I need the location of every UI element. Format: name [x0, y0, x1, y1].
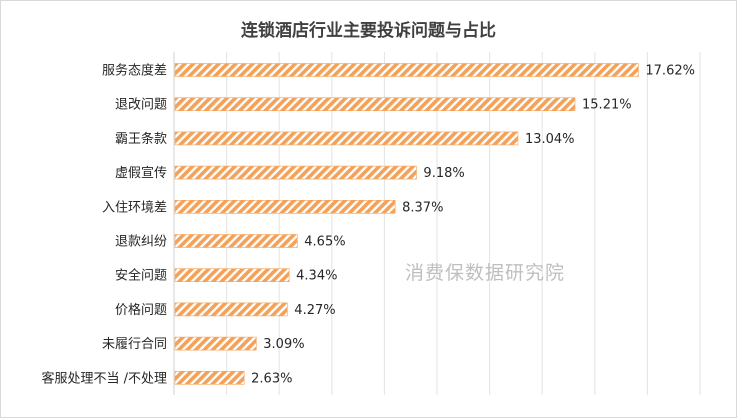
data-label: 2.63% [251, 371, 292, 386]
data-label: 9.18% [423, 166, 464, 181]
bar [174, 63, 639, 77]
category-label: 退改问题 [115, 98, 167, 113]
category-label: 未履行合同 [102, 337, 167, 352]
data-label: 4.65% [304, 235, 345, 250]
bar [174, 165, 417, 180]
data-label: 8.37% [402, 200, 443, 215]
bar [174, 234, 298, 248]
category-label: 退款纠纷 [115, 235, 167, 250]
category-label: 价格问题 [115, 302, 167, 318]
bar [174, 370, 245, 385]
bar [174, 131, 519, 146]
bar [174, 302, 288, 317]
chart-title: 连锁酒店行业主要投诉问题与占比 [241, 21, 496, 41]
bar [174, 200, 396, 214]
category-label: 霸王条款 [115, 131, 167, 147]
watermark-text: 消费保数据研究院 [405, 262, 566, 284]
labels: 服务态度差 17.62% 退改问题 15.21% 霸王条款 13.04% 虚假宣传 9.18%… [41, 63, 694, 387]
category-label: 服务态度差 [102, 63, 167, 79]
data-label: 17.62% [645, 64, 695, 79]
data-label: 4.27% [294, 303, 335, 318]
category-label: 入住环境差 [102, 200, 167, 215]
category-label: 安全问题 [115, 268, 167, 284]
category-label: 虚假宣传 [115, 165, 167, 181]
bars [174, 63, 639, 385]
data-label: 3.09% [263, 337, 304, 352]
category-label: 客服处理不当 /不处理 [41, 370, 167, 386]
bar [174, 336, 257, 351]
data-label: 13.04% [525, 132, 575, 147]
data-label: 4.34% [296, 269, 337, 284]
bar [174, 268, 290, 283]
data-label: 15.21% [582, 98, 632, 113]
bar [174, 97, 576, 111]
